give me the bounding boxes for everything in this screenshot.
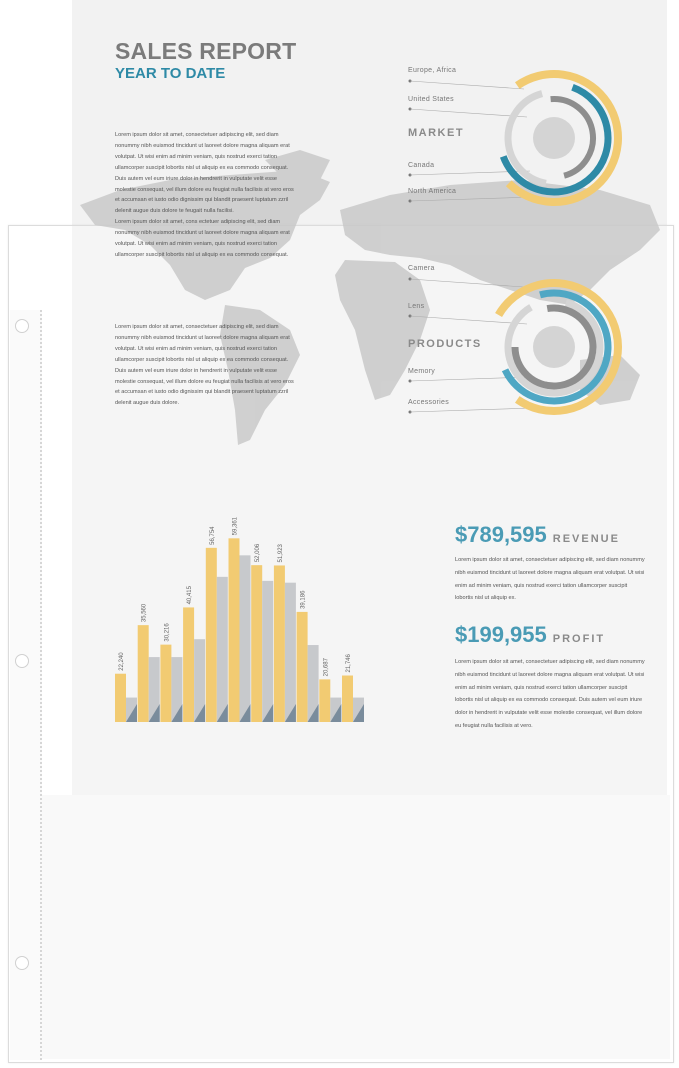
market-heading: MARKET [408,127,465,139]
products-leader-line [409,315,528,325]
revenue-text: Lorem ipsum dolor sit amet, consectetuer… [455,557,645,602]
bar-value-label: 30,216 [164,623,170,642]
punch-hole-middle [15,654,29,668]
protector-empty-area [42,795,670,1059]
market-ring-arc [550,96,596,179]
revenue-heading: $789,595 REVENUE [455,522,620,548]
products-heading: PRODUCTS [408,338,482,350]
bar-yellow [160,644,172,722]
market-label-north-america: North America [408,188,457,195]
bar-value-label: 59,361 [233,516,239,535]
bar-gray [148,657,160,722]
intro-paragraph: Lorem ipsum dolor sit amet, consectetuer… [115,130,297,261]
profit-amount: $199,955 [455,622,547,647]
bar-gray [126,697,137,722]
bar-base-triangle [353,704,364,722]
market-ring-arc [499,83,612,196]
punch-hole-top [15,319,29,333]
bar-yellow [183,607,195,722]
map-south-america [220,305,300,445]
bar-value-label: 56,754 [210,526,216,545]
revenue-label: REVENUE [552,533,620,545]
bar-value-label: 52,006 [255,543,261,562]
report-title: SALES REPORT [115,38,297,64]
intro-text-2: Lorem ipsum dolor sit amet, cons ectetue… [115,219,290,258]
products-label-accessories: Accessories [408,399,450,406]
market-label-europe-africa: Europe, Africa [408,67,457,74]
profit-label: PROFIT [552,633,606,645]
revenue-amount: $789,595 [455,522,547,547]
bar-base-triangle [307,704,319,722]
bar-yellow [342,675,353,722]
bar-gray [284,582,296,722]
ring-charts [408,70,622,415]
body-paragraph: Lorem ipsum dolor sit amet, consectetuer… [115,324,294,407]
market-label-united-states: United States [408,96,454,103]
products-label-memory: Memory [408,368,436,375]
market-leader-line [409,108,528,118]
bar-gray [239,555,251,722]
map-greenland [265,150,330,185]
products-center-disc [533,326,575,368]
bar-gray [194,639,206,722]
bar-value-label: 35,560 [142,603,148,622]
bar-gray [330,697,342,722]
bar-value-label: 21,746 [346,653,352,672]
map-africa [335,260,430,400]
bar-yellow [137,625,149,722]
products-ring-arc [511,304,597,390]
products-ring-arc [504,299,604,397]
market-ring-arc [504,90,547,187]
products-ring-arc [495,279,622,415]
bar-yellow [228,538,240,722]
bar-yellow [251,565,263,722]
products-ring-arc [501,289,612,405]
market-label-canada: Canada [408,162,435,169]
bar-base-triangle [330,704,342,722]
bar-value-label: 20,687 [323,657,329,676]
bar-base-triangle [216,704,228,722]
bar-yellow [115,673,126,722]
intro-text: Lorem ipsum dolor sit amet, consectetuer… [115,132,294,215]
map-europe-asia [340,180,660,305]
bar-gray [216,576,228,722]
world-map [80,150,660,445]
bar-base-triangle [262,704,274,722]
bar-value-label: 39,186 [301,590,307,609]
bar-base-triangle [148,704,160,722]
bar-gray [353,697,364,722]
products-leader-line [409,278,525,288]
bar-base-triangle [126,704,137,722]
report-subtitle: YEAR TO DATE [115,65,226,82]
market-leader-line [409,80,525,90]
bar-yellow [296,611,308,722]
bar-gray [171,657,183,722]
bar-yellow [205,547,217,722]
market-ring-arc [505,70,622,206]
bar-base-triangle [171,704,183,722]
punched-binding-strip [10,310,42,1060]
products-label-lens: Lens [408,303,425,310]
bar-base-triangle [284,704,296,722]
bar-value-label: 40,415 [187,585,193,604]
bar-gray [307,645,319,722]
profit-heading: $199,955 PROFIT [455,622,605,648]
products-label-camera: Camera [408,265,435,272]
products-leader-line [409,407,534,413]
bar-yellow [319,679,331,722]
bar-chart: 22,240 35,560 30,216 40,415 56,754 59,361 52,0… [115,516,364,722]
punch-hole-bottom [15,956,29,970]
bar-base-triangle [239,704,251,722]
bar-value-label: 22,240 [119,652,125,671]
bar-value-label: 51,923 [278,543,284,562]
map-north-america [80,170,330,300]
profit-text: Lorem ipsum dolor sit amet, consectetuer… [455,659,645,729]
bar-yellow [273,565,285,722]
market-center-disc [533,117,575,159]
bar-base-triangle [194,704,206,722]
bar-gray [262,580,274,722]
market-leader-line [409,196,534,202]
